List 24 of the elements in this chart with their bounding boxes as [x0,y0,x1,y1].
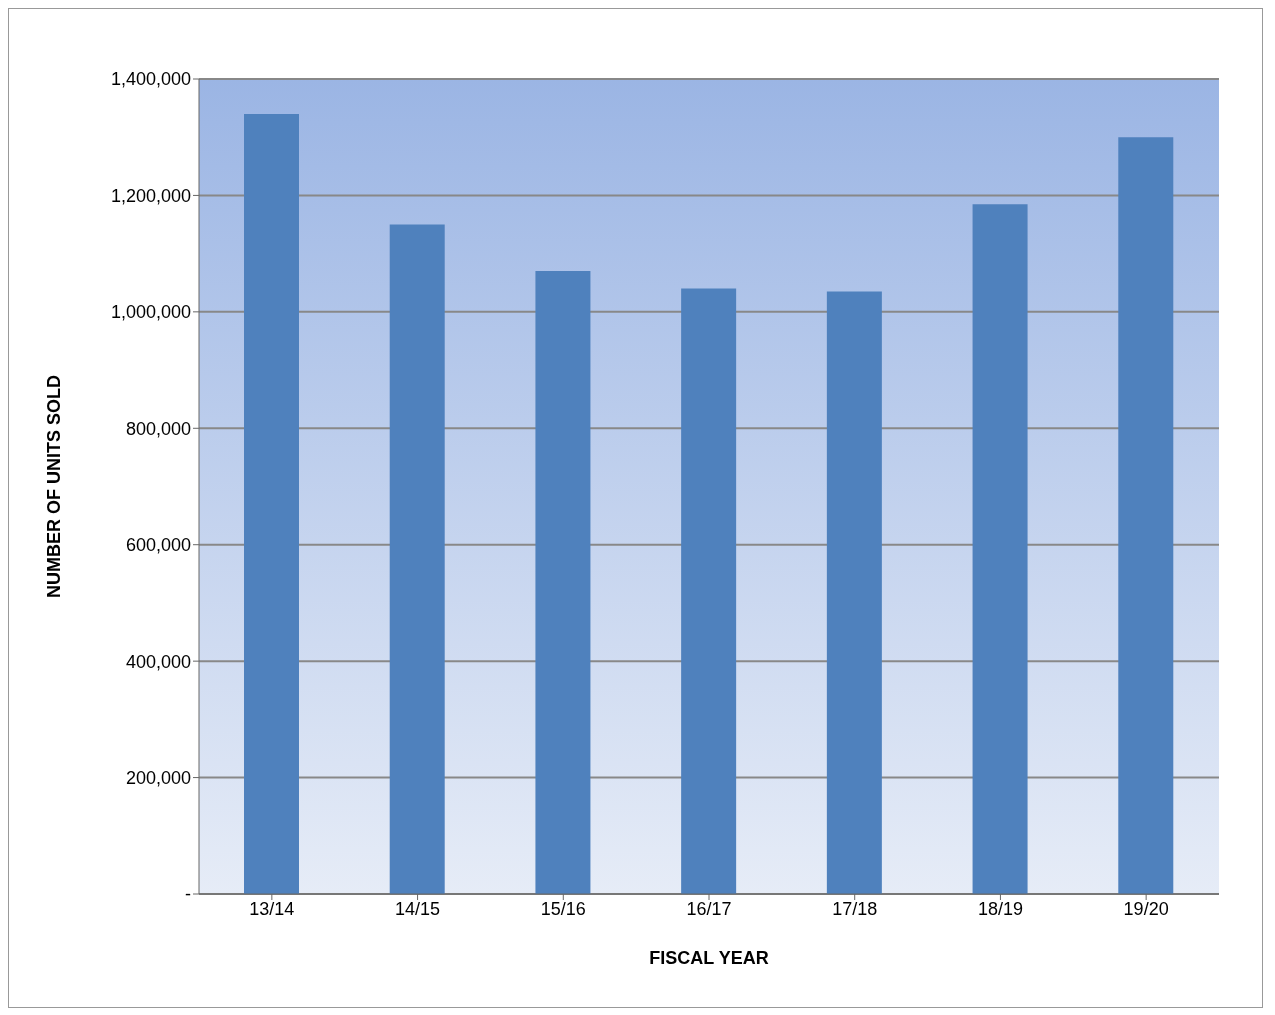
bar [1118,137,1174,894]
bar [389,224,445,894]
bar [826,291,882,894]
y-tick-label: 600,000 [125,535,191,556]
y-tick-label: - [185,884,191,905]
x-tick-label: 14/15 [395,898,441,919]
y-tick-label: 400,000 [125,651,191,672]
x-tick-label: 16/17 [686,898,732,919]
y-tick-label: 200,000 [125,767,191,788]
y-tick-label: 1,200,000 [110,185,191,206]
x-axis-title: FISCAL YEAR [649,948,769,968]
y-axis-title: NUMBER OF UNITS SOLD [44,375,65,598]
bar [972,204,1028,894]
y-tick-label: 1,000,000 [110,302,191,323]
x-tick-label: 19/20 [1123,898,1169,919]
bar [535,271,591,894]
x-tick-label: 17/18 [832,898,878,919]
y-tick-label: 1,400,000 [110,69,191,90]
x-tick-label: 18/19 [977,898,1023,919]
bar [244,113,299,894]
x-tick-label: 15/16 [540,898,586,919]
y-tick-label: 800,000 [125,418,191,439]
bar [681,288,737,894]
x-tick-label: 13/14 [249,898,295,919]
